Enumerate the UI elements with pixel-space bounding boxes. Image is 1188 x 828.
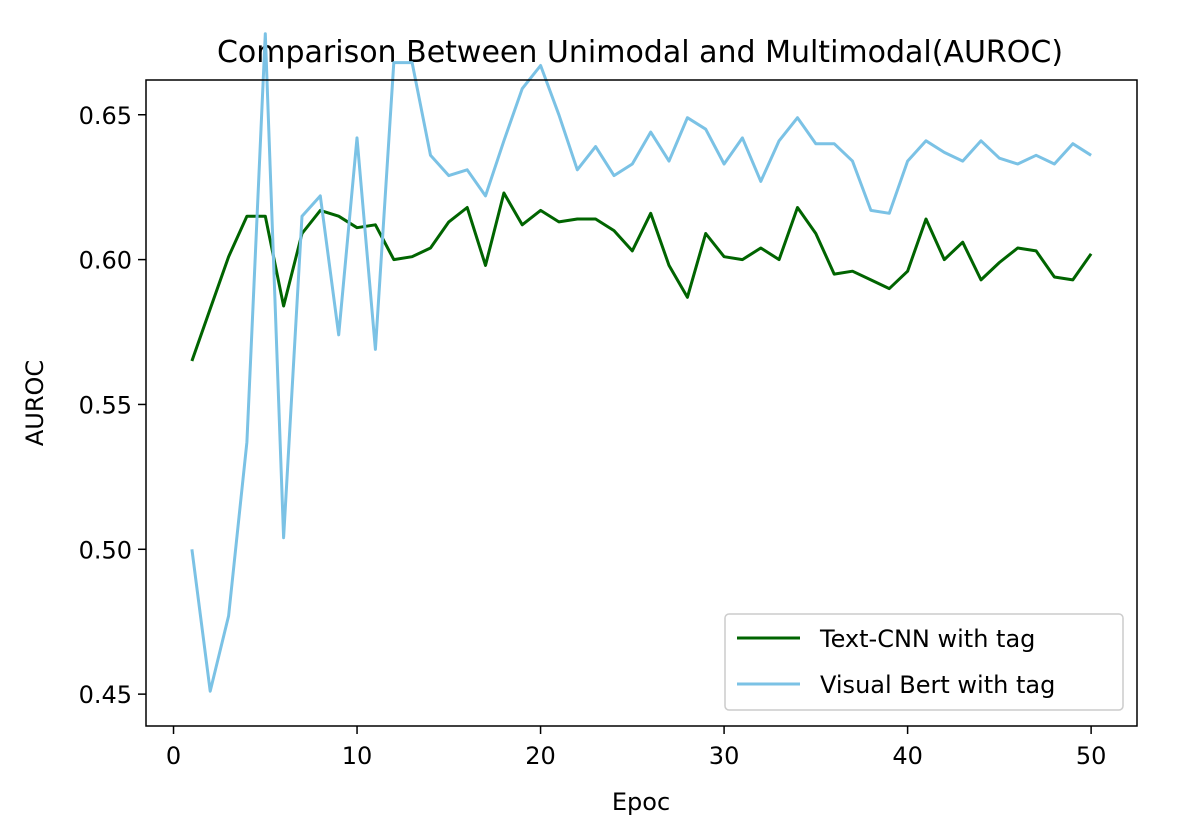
x-axis: 0 10 20 30 40 50 bbox=[166, 726, 1107, 770]
y-tick-label: 0.60 bbox=[79, 247, 132, 275]
y-tick-label: 0.50 bbox=[79, 536, 132, 564]
legend-label-visual-bert: Visual Bert with tag bbox=[820, 671, 1055, 699]
y-axis-label: AUROC bbox=[21, 360, 49, 446]
y-axis: 0.45 0.50 0.55 0.60 0.65 bbox=[79, 102, 146, 709]
x-tick-label: 40 bbox=[892, 742, 923, 770]
legend-box bbox=[724, 613, 1124, 711]
y-tick-label: 0.55 bbox=[79, 391, 132, 419]
x-tick-label: 10 bbox=[342, 742, 373, 770]
plot-series bbox=[190, 32, 1093, 693]
y-tick-label: 0.65 bbox=[79, 102, 132, 130]
y-tick-label: 0.45 bbox=[79, 681, 132, 709]
series-line-text-cnn-with-tag bbox=[190, 191, 1093, 362]
plot-frame bbox=[145, 79, 1138, 727]
legend: Text-CNN with tag Visual Bert with tag bbox=[724, 613, 1124, 711]
series-line-visual-bert-with-tag bbox=[190, 32, 1092, 693]
x-tick-label: 30 bbox=[709, 742, 740, 770]
legend-label-text-cnn: Text-CNN with tag bbox=[819, 625, 1035, 653]
chart-title: Comparison Between Unimodal and Multimod… bbox=[217, 35, 1063, 70]
x-tick-label: 20 bbox=[525, 742, 556, 770]
x-axis-label: Epoc bbox=[612, 788, 670, 816]
x-tick-label: 50 bbox=[1076, 742, 1107, 770]
x-tick-label: 0 bbox=[166, 742, 181, 770]
